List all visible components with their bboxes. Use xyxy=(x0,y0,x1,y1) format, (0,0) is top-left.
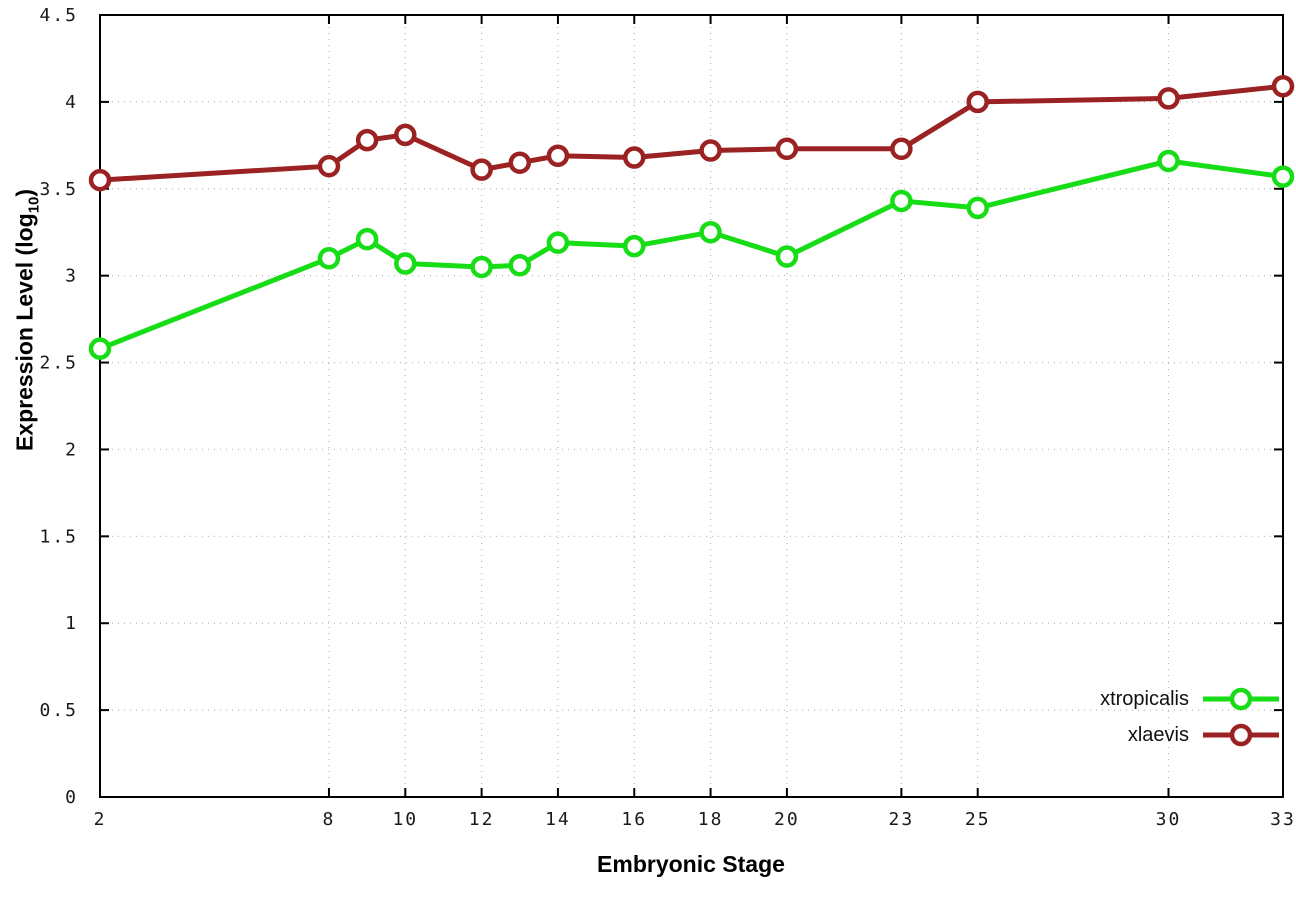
legend-sample-xtropicalis-icon xyxy=(1203,687,1279,711)
legend-item-xlaevis: xlaevis xyxy=(1128,721,1283,749)
svg-text:4: 4 xyxy=(65,92,78,113)
svg-text:2.5: 2.5 xyxy=(39,353,78,374)
svg-text:2: 2 xyxy=(65,439,78,460)
x-axis-label: Embryonic Stage xyxy=(597,851,785,877)
legend-item-xtropicalis: xtropicalis xyxy=(1100,685,1283,713)
svg-text:25: 25 xyxy=(965,809,991,830)
svg-text:12: 12 xyxy=(469,809,495,830)
svg-text:23: 23 xyxy=(889,809,915,830)
svg-text:0: 0 xyxy=(65,787,78,808)
svg-text:2: 2 xyxy=(94,809,107,830)
svg-text:30: 30 xyxy=(1156,809,1182,830)
svg-text:3: 3 xyxy=(65,266,78,287)
svg-text:33: 33 xyxy=(1270,809,1296,830)
legend-label-xlaevis: xlaevis xyxy=(1127,723,1189,746)
svg-text:0.5: 0.5 xyxy=(39,700,78,721)
svg-text:20: 20 xyxy=(774,809,800,830)
svg-text:3.5: 3.5 xyxy=(39,179,78,200)
y-axis-label-text: Expression Level (log xyxy=(11,213,38,452)
y-axis-label: Expression Level (log10) xyxy=(12,189,43,451)
svg-text:18: 18 xyxy=(698,809,724,830)
y-axis-label-close: ) xyxy=(11,188,38,197)
svg-text:14: 14 xyxy=(545,809,571,830)
svg-text:1.5: 1.5 xyxy=(39,526,78,547)
svg-text:10: 10 xyxy=(392,809,418,830)
y-axis-label-subscript: 10 xyxy=(25,196,43,214)
legend-sample-xlaevis-icon xyxy=(1203,723,1279,747)
svg-text:1: 1 xyxy=(65,613,78,634)
svg-text:16: 16 xyxy=(621,809,647,830)
legend: xtropicalis xlaevis xyxy=(1100,685,1283,749)
legend-label-xtropicalis: xtropicalis xyxy=(1100,687,1189,710)
svg-text:4.5: 4.5 xyxy=(39,5,78,26)
svg-text:8: 8 xyxy=(323,809,336,830)
